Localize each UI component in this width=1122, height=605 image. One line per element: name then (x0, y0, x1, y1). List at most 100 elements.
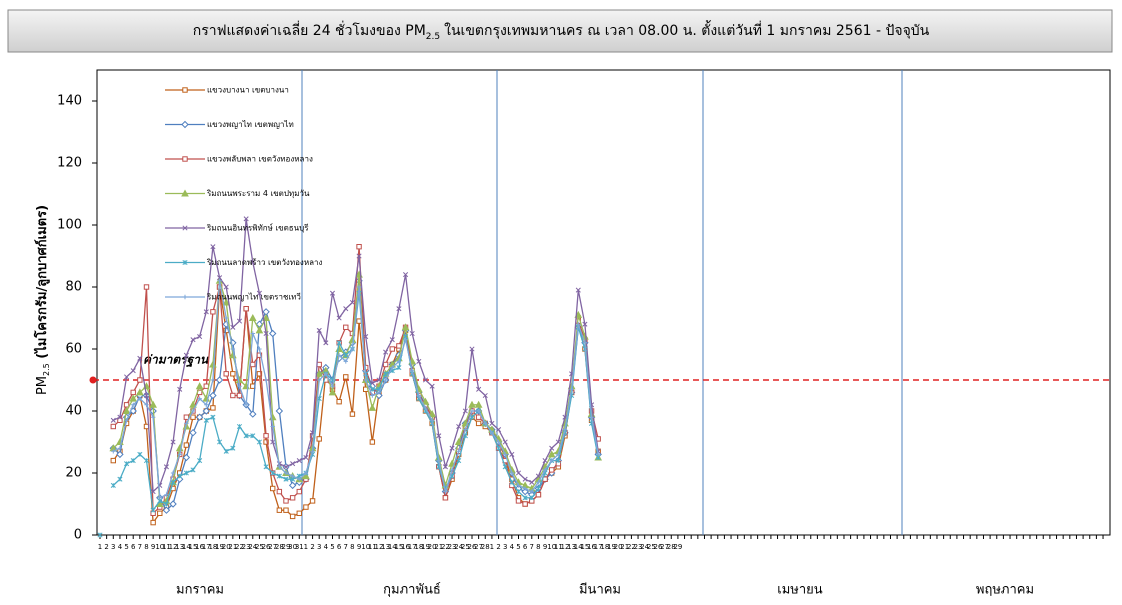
x-tick-label: 1 (490, 543, 494, 551)
marker (515, 489, 522, 495)
marker (136, 388, 144, 396)
x-tick-label: 23 (634, 543, 643, 551)
marker (343, 359, 348, 364)
marker (296, 510, 302, 517)
marker (403, 337, 408, 342)
marker (409, 330, 415, 337)
marker (289, 513, 296, 520)
marker (190, 408, 196, 414)
marker (263, 464, 269, 470)
x-tick-label: 27 (268, 543, 277, 551)
marker (124, 461, 130, 467)
y-tick-label: 100 (57, 218, 82, 233)
marker (456, 449, 461, 454)
marker (183, 352, 189, 358)
marker (143, 458, 150, 464)
marker (290, 461, 296, 467)
x-tick-label: 16 (195, 543, 204, 551)
marker (243, 306, 249, 312)
marker (343, 374, 349, 380)
marker (197, 396, 202, 401)
x-tick-label: 9 (151, 543, 155, 551)
marker (270, 424, 275, 429)
marker (503, 452, 508, 457)
month-label: เมษายน (777, 583, 822, 598)
marker (496, 427, 502, 433)
x-tick-label: 23 (448, 543, 457, 551)
marker (522, 486, 528, 491)
marker (283, 476, 289, 482)
marker (182, 453, 191, 462)
marker (210, 244, 216, 250)
x-tick-label: 12 (169, 543, 178, 551)
marker (383, 349, 389, 355)
x-tick-label: 12 (561, 543, 570, 551)
x-tick-label: 11 (554, 543, 563, 551)
marker (137, 377, 143, 383)
legend-label: แขวงบางนา เขตบางนา (207, 86, 289, 95)
marker (502, 439, 508, 445)
marker (177, 452, 182, 457)
x-tick-label: 7 (138, 543, 142, 551)
x-tick-label: 5 (330, 543, 334, 551)
x-tick-label: 28 (275, 543, 284, 551)
x-tick-label: 7 (530, 543, 534, 551)
marker (509, 451, 515, 457)
marker (336, 399, 342, 405)
marker (442, 464, 448, 470)
marker (149, 400, 157, 408)
x-tick-label: 29 (282, 543, 291, 551)
marker (522, 495, 528, 501)
marker (170, 470, 176, 476)
marker (336, 353, 342, 358)
marker (204, 402, 209, 407)
marker (190, 337, 196, 343)
marker (582, 340, 588, 345)
marker (230, 346, 236, 352)
marker (110, 423, 116, 430)
marker (262, 313, 270, 321)
marker (475, 414, 482, 420)
marker (249, 410, 257, 418)
x-tick-label: 22 (627, 543, 636, 551)
marker (131, 402, 136, 407)
marker (210, 405, 216, 411)
x-tick-label: 22 (441, 543, 450, 551)
marker (210, 377, 216, 383)
marker (469, 346, 475, 352)
marker (189, 400, 197, 408)
month-label: มกราคม (176, 583, 224, 598)
x-tick-label: 6 (131, 543, 136, 551)
x-tick-label: 9 (357, 543, 361, 551)
x-tick-label: 28 (481, 543, 490, 551)
x-tick-label: 6 (523, 543, 528, 551)
marker (489, 430, 495, 435)
x-tick-label: 6 (337, 543, 342, 551)
marker (483, 421, 488, 426)
series-line (113, 280, 599, 499)
marker (449, 445, 455, 451)
marker (535, 485, 541, 492)
marker (215, 376, 224, 384)
marker (449, 467, 455, 473)
x-tick-label: 25 (647, 543, 656, 551)
marker (263, 433, 269, 439)
marker (442, 495, 449, 501)
x-tick-label: 19 (215, 543, 224, 551)
marker (383, 377, 388, 383)
marker (243, 216, 249, 222)
marker (283, 507, 289, 513)
marker (124, 418, 129, 423)
marker (181, 189, 189, 197)
x-tick-label: 8 (144, 543, 148, 551)
marker (423, 405, 428, 411)
marker (456, 458, 462, 464)
marker (303, 454, 309, 461)
marker (535, 473, 541, 479)
marker (117, 476, 123, 482)
marker (223, 371, 229, 377)
x-tick-label: 27 (474, 543, 483, 551)
y-tick-label: 20 (65, 466, 82, 481)
marker (403, 272, 409, 278)
marker (555, 458, 561, 464)
